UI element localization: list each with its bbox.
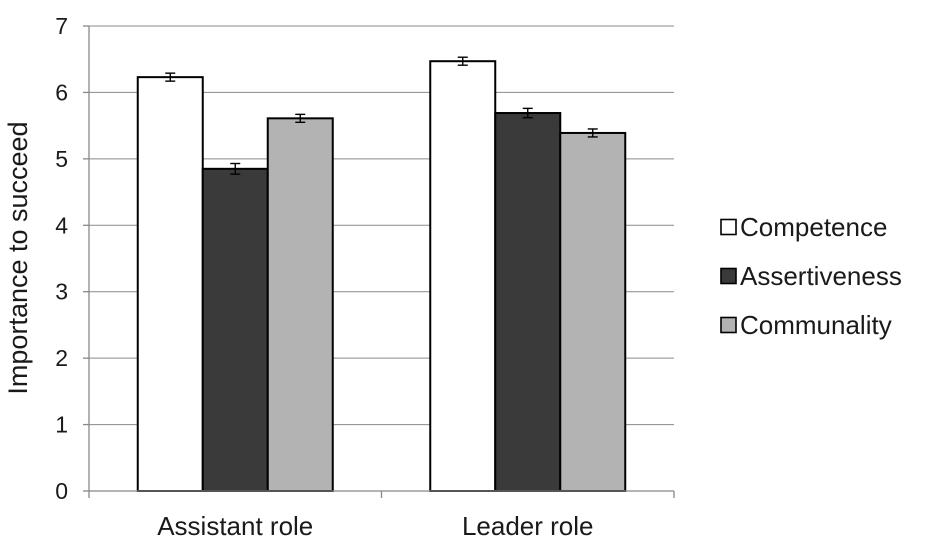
- bar-assertiveness-1: [201, 167, 269, 492]
- legend-label-assertiveness: Assertiveness: [740, 261, 902, 291]
- category-label: Leader role: [462, 511, 594, 541]
- y-axis-title: Importance to succeed: [3, 121, 33, 394]
- y-tick-label: 0: [55, 478, 68, 504]
- bar-communality-1: [266, 117, 334, 492]
- bar-communality-2: [559, 131, 627, 492]
- legend-label-communality: Communality: [740, 310, 892, 340]
- y-tick-labels: 0 1 2 3 4 5 6 7: [55, 13, 675, 504]
- y-tick-label: 3: [55, 279, 68, 305]
- y-tick-label: 1: [55, 412, 68, 438]
- legend-label-competence: Competence: [740, 212, 887, 242]
- legend: Competence Assertiveness Communality: [720, 212, 902, 340]
- y-tick-label: 5: [55, 146, 68, 172]
- error-bars: [165, 56, 598, 175]
- bars: [136, 60, 627, 493]
- bar-competence-1: [136, 76, 204, 493]
- bar-assertiveness-2: [494, 112, 562, 493]
- y-tick-label: 4: [55, 212, 68, 238]
- y-tick-label: 6: [55, 79, 68, 105]
- category-label: Assistant role: [157, 511, 313, 541]
- legend-swatch-communality: [720, 316, 737, 334]
- bar-competence-2: [429, 60, 497, 492]
- legend-swatch-competence: [720, 218, 737, 236]
- category-labels: Assistant role Leader role: [157, 511, 593, 541]
- y-tick-label: 7: [55, 13, 68, 39]
- y-tick-label: 2: [55, 345, 68, 371]
- legend-swatch-assertiveness: [720, 267, 737, 285]
